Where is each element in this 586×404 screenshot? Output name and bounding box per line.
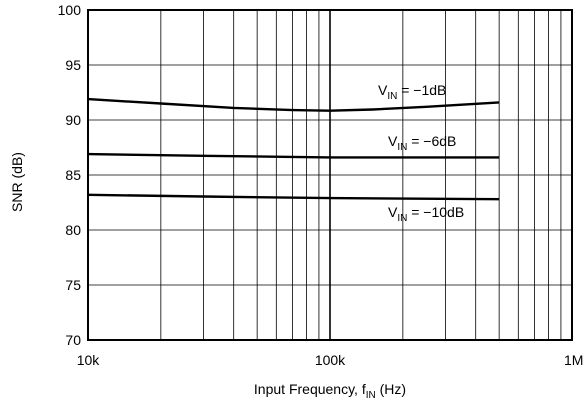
- series-label: VIN = −6dB: [388, 133, 456, 153]
- x-tick-labels: 10k 100k 1M: [77, 352, 584, 368]
- series-label: VIN = −10dB: [388, 204, 464, 224]
- series-lines: [87, 97, 500, 201]
- y-tick-label: 75: [65, 277, 81, 293]
- grid: [87, 9, 573, 341]
- x-tick-label: 1M: [564, 352, 583, 368]
- series-line: [87, 152, 500, 159]
- y-tick-label: 100: [58, 2, 82, 18]
- y-tick-labels: 70 75 80 85 90 95 100: [58, 2, 82, 348]
- y-tick-label: 95: [65, 57, 81, 73]
- y-tick-label: 85: [65, 167, 81, 183]
- y-axis-label: SNR (dB): [9, 152, 25, 212]
- x-axis-label: Input Frequency, fIN (Hz): [254, 381, 406, 401]
- series-labels: VIN = −1dB VIN = −6dB VIN = −10dB: [378, 82, 464, 224]
- x-axis-label-sub: IN: [366, 390, 376, 401]
- series-line: [87, 193, 500, 201]
- y-tick-label: 70: [65, 332, 81, 348]
- x-tick-label: 100k: [315, 352, 346, 368]
- series-label: VIN = −1dB: [378, 82, 446, 102]
- x-tick-label: 10k: [77, 352, 101, 368]
- x-axis-label-suffix: (Hz): [376, 381, 406, 397]
- x-axis-label-main: Input Frequency, f: [254, 381, 366, 397]
- plot-frame: [87, 9, 573, 341]
- y-tick-label: 80: [65, 222, 81, 238]
- y-tick-label: 90: [65, 112, 81, 128]
- series-line: [87, 97, 500, 112]
